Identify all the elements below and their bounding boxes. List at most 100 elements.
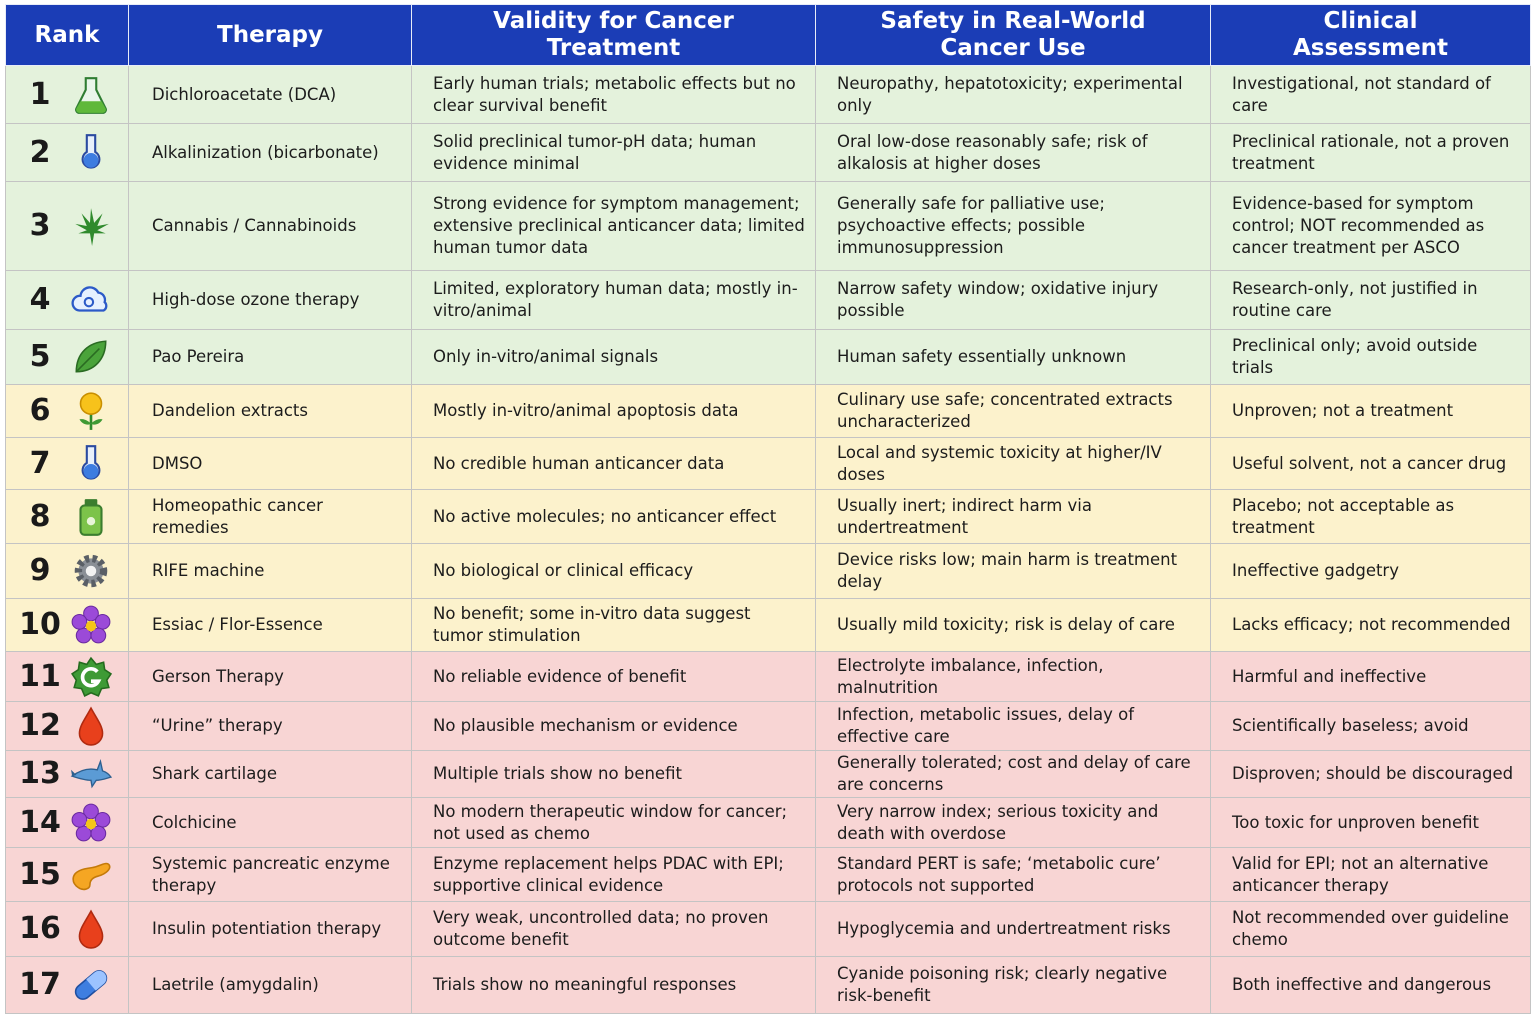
rank-cell: 6 — [5, 384, 129, 438]
rank-cell: 8 — [5, 489, 129, 544]
therapy-cell: RIFE machine — [128, 543, 412, 599]
table-row: 14 Colchicine No modern therapeutic window… — [5, 797, 1531, 848]
rank-cell: 4 — [5, 270, 129, 330]
rank-number: 15 — [19, 856, 61, 892]
safety-cell: Very narrow index; serious toxicity and … — [815, 797, 1211, 848]
assessment-cell: Useful solvent, not a cancer drug — [1210, 437, 1531, 490]
rank-cell: 7 — [5, 437, 129, 490]
therapy-cell: Systemic pancreatic enzyme therapy — [128, 847, 412, 902]
assessment-cell: Ineffective gadgetry — [1210, 543, 1531, 599]
validity-cell: Strong evidence for symptom management; … — [411, 181, 816, 271]
therapy-cell: Cannabis / Cannabinoids — [128, 181, 412, 271]
assessment-cell: Placebo; not acceptable as treatment — [1210, 489, 1531, 544]
table-row: 4 High-dose ozone therapy Limited, explora… — [5, 270, 1531, 330]
therapy-cell: Insulin potentiation therapy — [128, 901, 412, 957]
safety-cell: Oral low-dose reasonably safe; risk of a… — [815, 123, 1211, 182]
assessment-cell: Scientifically baseless; avoid — [1210, 701, 1531, 751]
assessment-cell: Evidence-based for symptom control; NOT … — [1210, 181, 1531, 271]
therapy-icon — [70, 908, 112, 950]
rank-number: 8 — [29, 498, 51, 534]
safety-cell: Narrow safety window; oxidative injury p… — [815, 270, 1211, 330]
assessment-cell: Disproven; should be discouraged — [1210, 750, 1531, 798]
assessment-cell: Research-only, not justified in routine … — [1210, 270, 1531, 330]
therapy-cell: DMSO — [128, 437, 412, 490]
therapy-cell: “Urine” therapy — [128, 701, 412, 751]
safety-cell: Standard PERT is safe; ‘metabolic cure’ … — [815, 847, 1211, 902]
table-row: 10 Essiac / Flor-Essence No benefit; some … — [5, 598, 1531, 652]
rank-cell: 2 — [5, 123, 129, 182]
therapy-icon — [70, 279, 112, 321]
rank-number: 16 — [19, 911, 61, 946]
rank-number: 12 — [19, 708, 61, 743]
therapy-icon — [70, 132, 112, 174]
therapy-cell: Gerson Therapy — [128, 651, 412, 702]
assessment-cell: Both ineffective and dangerous — [1210, 956, 1531, 1014]
safety-cell: Generally tolerated; cost and delay of c… — [815, 750, 1211, 798]
rank-cell: 10 — [5, 598, 129, 652]
validity-cell: Limited, exploratory human data; mostly … — [411, 270, 816, 330]
table-row: 5 Pao Pereira Only in-vitro/animal signals… — [5, 329, 1531, 385]
safety-cell: Local and systemic toxicity at higher/IV… — [815, 437, 1211, 490]
rank-cell: 3 — [5, 181, 129, 271]
rank-cell: 13 — [5, 750, 129, 798]
rank-cell: 17 — [5, 956, 129, 1014]
rank-number: 6 — [29, 393, 51, 428]
validity-cell: Trials show no meaningful responses — [411, 956, 816, 1014]
rank-header: Rank — [5, 4, 129, 66]
rank-number: 3 — [29, 208, 51, 243]
rank-number: 17 — [19, 967, 61, 1002]
rank-number: 9 — [29, 553, 51, 588]
table-row: 9 RIFE machine No biological or clinical e… — [5, 543, 1531, 599]
table-row: 16 Insulin potentiation therapy Very weak,… — [5, 901, 1531, 957]
safety-cell: Neuropathy, hepatotoxicity; experimental… — [815, 65, 1211, 124]
safety-cell: Generally safe for palliative use; psych… — [815, 181, 1211, 271]
rank-cell: 16 — [5, 901, 129, 957]
assessment-cell: Lacks efficacy; not recommended — [1210, 598, 1531, 652]
assessment-cell: Harmful and ineffective — [1210, 651, 1531, 702]
therapy-icon — [70, 336, 112, 378]
rank-number: 4 — [29, 282, 51, 317]
therapy-icon — [70, 854, 112, 896]
assessment-cell: Not recommended over guideline chemo — [1210, 901, 1531, 957]
validity-cell: No reliable evidence of benefit — [411, 651, 816, 702]
table-row: 8 Homeopathic cancer remedies No active mo… — [5, 489, 1531, 544]
rank-cell: 12 — [5, 701, 129, 751]
assessment-cell: Preclinical only; avoid outside trials — [1210, 329, 1531, 385]
assessment-cell: Valid for EPI; not an alternative antica… — [1210, 847, 1531, 902]
therapy-cell: Alkalinization (bicarbonate) — [128, 123, 412, 182]
validity-cell: Only in-vitro/animal signals — [411, 329, 816, 385]
table-container: Rank Therapy Validity for Cancer Treatment… — [5, 4, 1531, 1014]
rank-cell: 1 — [5, 65, 129, 124]
rank-number: 5 — [29, 339, 51, 374]
safety-cell: Cyanide poisoning risk; clearly negative… — [815, 956, 1211, 1014]
therapy-icon — [70, 496, 112, 538]
safety-cell: Usually inert; indirect harm via undertr… — [815, 489, 1211, 544]
safety-cell: Device risks low; main harm is treatment… — [815, 543, 1211, 599]
validity-cell: Very weak, uncontrolled data; no proven … — [411, 901, 816, 957]
therapy-cell: High-dose ozone therapy — [128, 270, 412, 330]
rank-number: 7 — [29, 445, 51, 481]
rank-cell: 5 — [5, 329, 129, 385]
therapy-table: Rank Therapy Validity for Cancer Treatment… — [5, 4, 1531, 1014]
therapy-header: Therapy — [128, 4, 412, 66]
therapy-icon — [70, 443, 112, 485]
rank-cell: 15 — [5, 847, 129, 902]
table-row: 6 Dandelion extracts Mostly in-vitro/anima… — [5, 384, 1531, 438]
therapy-cell: Dichloroacetate (DCA) — [128, 65, 412, 124]
validity-cell: No benefit; some in-vitro data suggest t… — [411, 598, 816, 652]
therapy-icon — [70, 705, 112, 747]
table-row: 12 “Urine” therapy No plausible mechanism … — [5, 701, 1531, 751]
therapy-cell: Essiac / Flor-Essence — [128, 598, 412, 652]
rank-cell: 14 — [5, 797, 129, 848]
therapy-icon — [70, 205, 112, 247]
therapy-icon — [70, 753, 112, 795]
table-row: 1 Dichloroacetate (DCA) Early human trials… — [5, 65, 1531, 124]
table-body: 1 Dichloroacetate (DCA) Early human trials… — [5, 65, 1531, 1014]
safety-cell: Culinary use safe; concentrated extracts… — [815, 384, 1211, 438]
therapy-cell: Colchicine — [128, 797, 412, 848]
assessment-cell: Preclinical rationale, not a proven trea… — [1210, 123, 1531, 182]
table-row: 17 Laetrile (amygdalin) Trials show no mea… — [5, 956, 1531, 1014]
rank-number: 13 — [19, 756, 61, 791]
validity-cell: Solid preclinical tumor-pH data; human e… — [411, 123, 816, 182]
